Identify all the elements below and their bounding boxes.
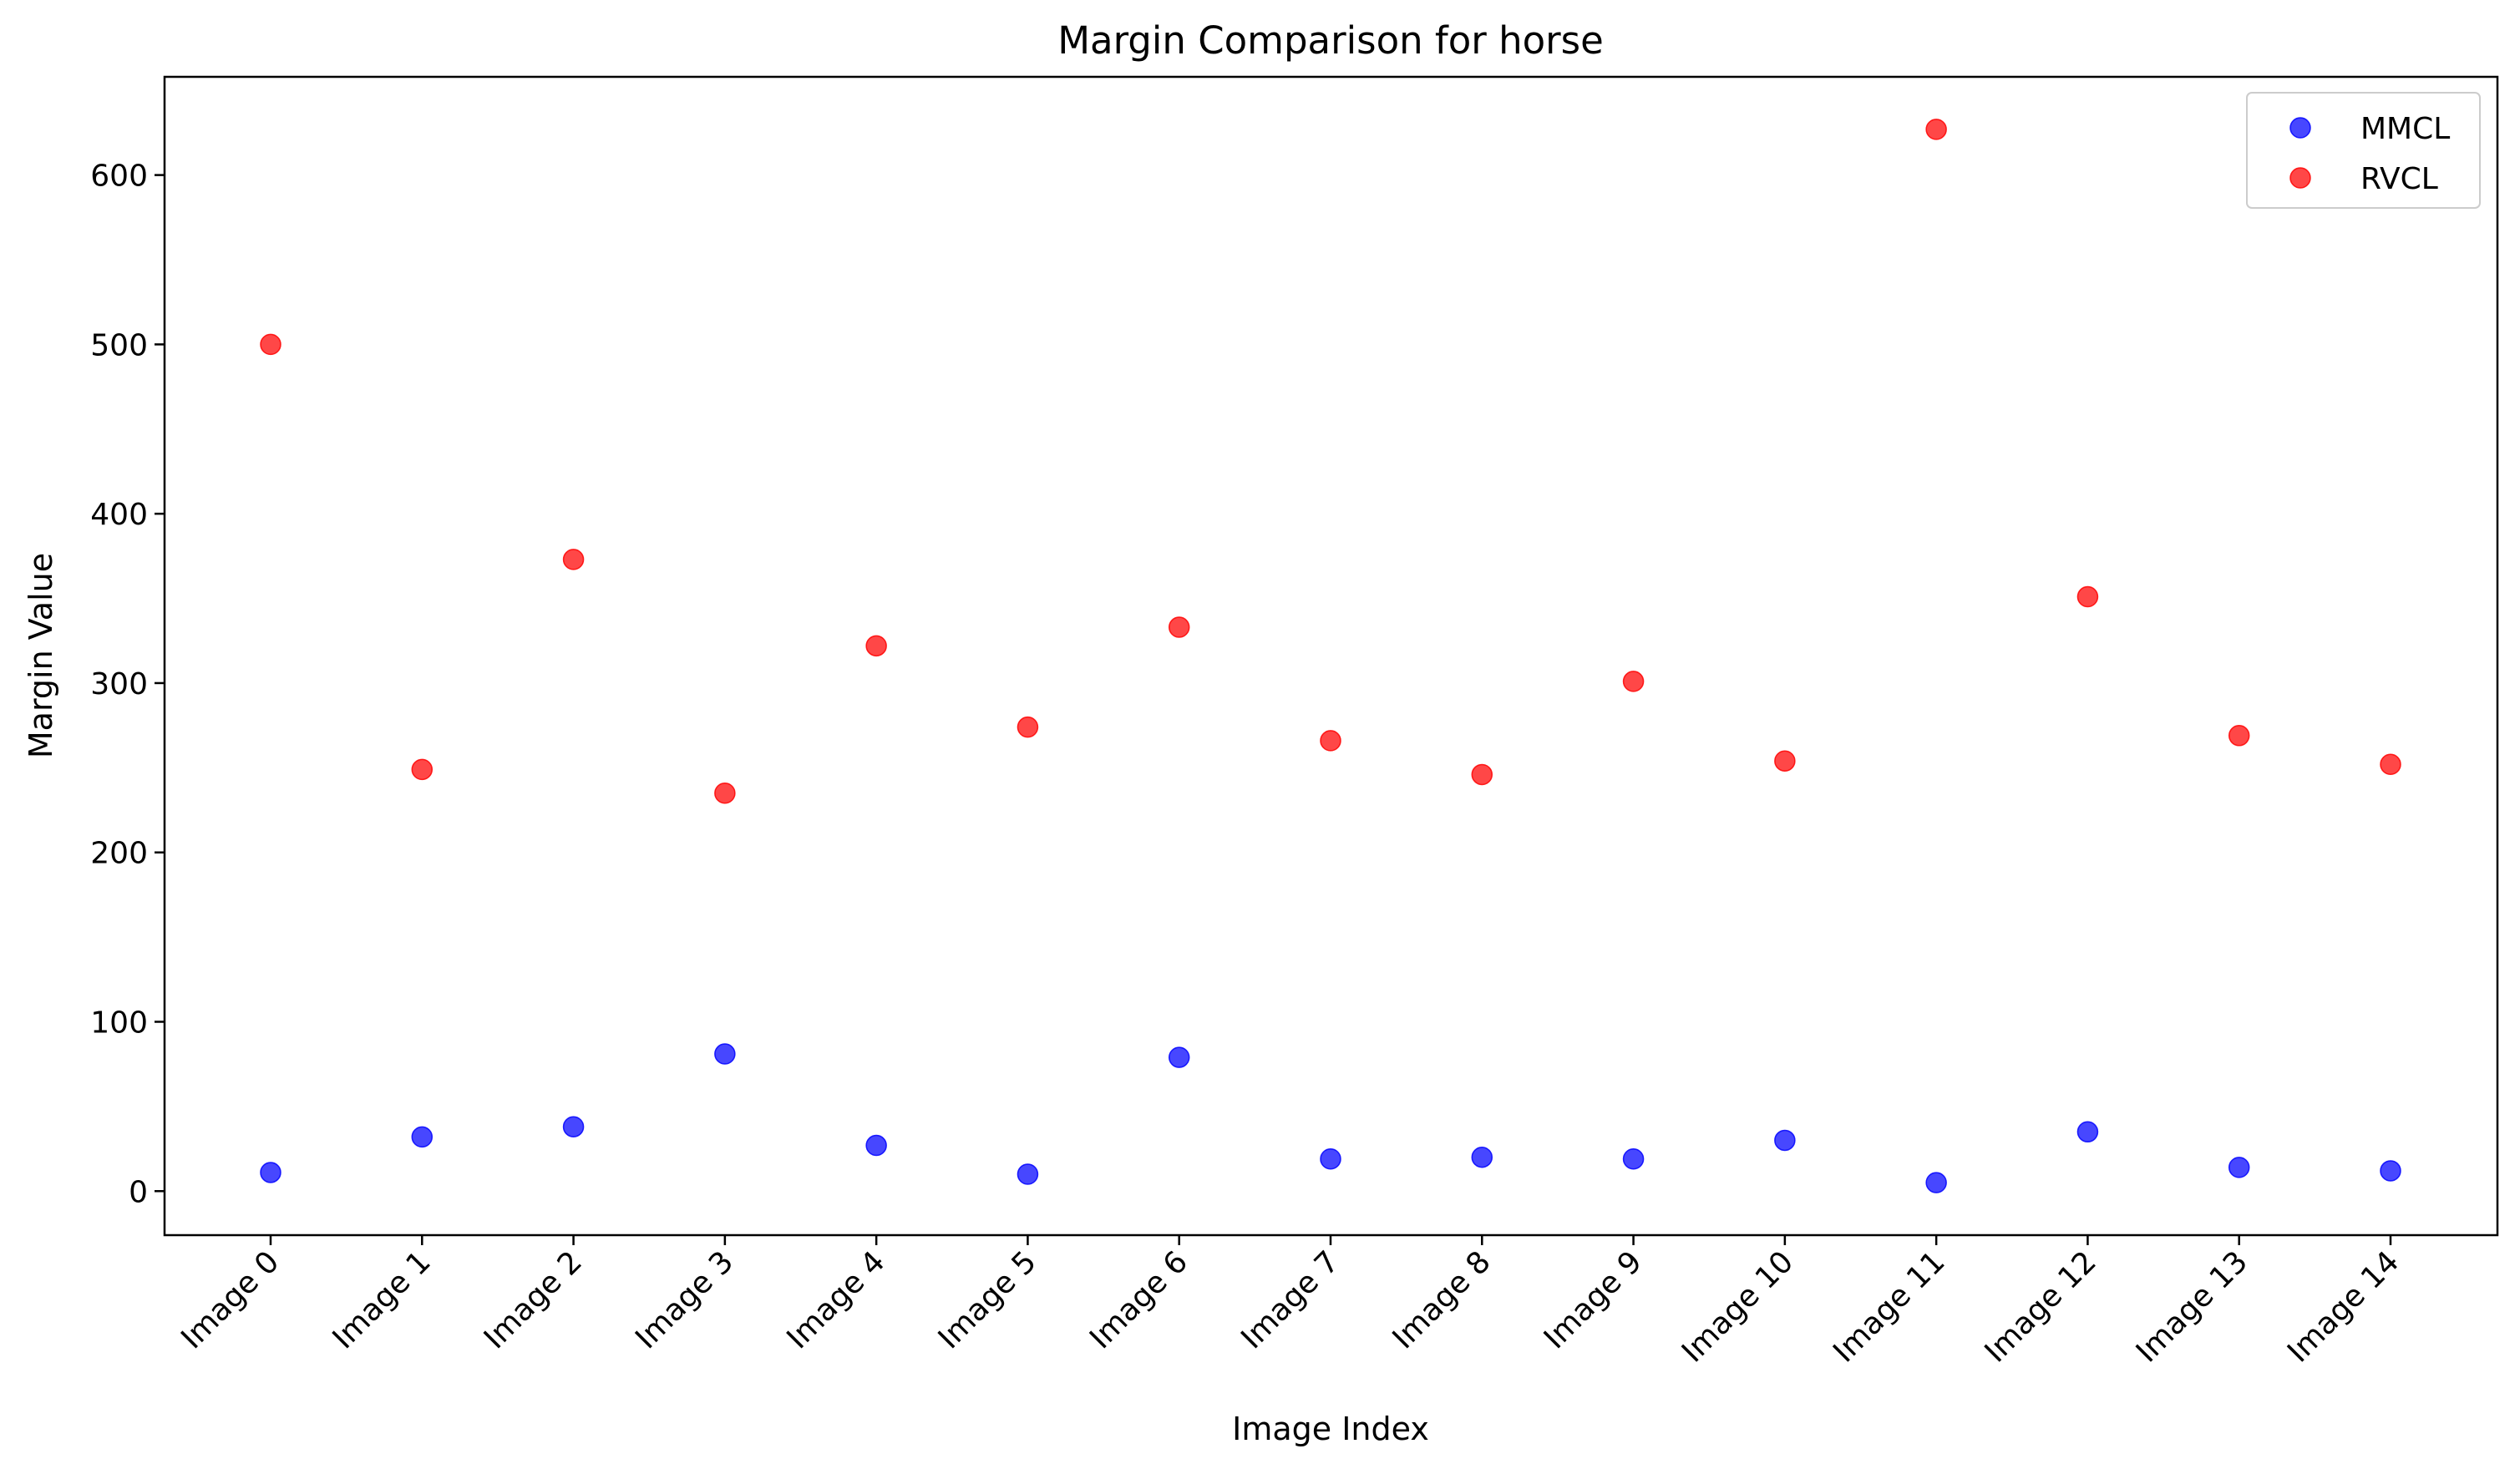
y-tick-label: 300	[90, 667, 148, 702]
legend-marker-mmcl	[2289, 117, 2311, 139]
data-point-rvcl	[1320, 730, 1341, 752]
y-tick-label: 500	[90, 328, 148, 362]
data-point-mmcl	[2076, 1121, 2099, 1143]
data-point-mmcl	[2228, 1157, 2250, 1178]
data-point-mmcl	[865, 1134, 887, 1157]
data-point-mmcl	[714, 1043, 736, 1065]
y-tick-label: 0	[129, 1175, 148, 1209]
data-point-rvcl	[2380, 753, 2401, 776]
data-point-rvcl	[1774, 750, 1796, 772]
data-point-rvcl	[1168, 616, 1190, 638]
y-tick-label: 100	[90, 1006, 148, 1041]
y-tick-label: 600	[90, 160, 148, 194]
chart-title: Margin Comparison for horse	[1057, 18, 1604, 63]
data-point-rvcl	[714, 783, 736, 804]
y-tick-label: 200	[90, 837, 148, 871]
data-point-mmcl	[1774, 1129, 1796, 1152]
data-point-rvcl	[1622, 671, 1645, 692]
data-point-mmcl	[1017, 1163, 1039, 1185]
data-point-mmcl	[1622, 1148, 1645, 1170]
data-point-mmcl	[1168, 1046, 1190, 1068]
data-point-mmcl	[1471, 1146, 1493, 1168]
data-point-rvcl	[562, 549, 585, 570]
axes-frame	[163, 75, 2499, 1237]
data-point-rvcl	[1471, 763, 1493, 786]
data-point-mmcl	[2380, 1160, 2401, 1182]
data-point-rvcl	[865, 635, 887, 657]
data-point-mmcl	[1925, 1172, 1947, 1193]
data-point-rvcl	[2076, 585, 2099, 608]
legend: MMCL RVCL	[2246, 92, 2481, 209]
data-point-mmcl	[1320, 1148, 1341, 1170]
data-point-rvcl	[1925, 119, 1947, 140]
data-point-rvcl	[2228, 725, 2250, 747]
data-point-rvcl	[260, 333, 281, 356]
y-axis-label: Margin Value	[23, 553, 59, 758]
data-point-rvcl	[1017, 716, 1039, 738]
y-tick-label: 400	[90, 498, 148, 532]
data-point-mmcl	[562, 1116, 585, 1137]
data-point-mmcl	[411, 1126, 434, 1148]
legend-marker-rvcl	[2289, 167, 2311, 189]
x-axis-label: Image Index	[1232, 1411, 1429, 1447]
data-point-rvcl	[411, 758, 434, 781]
data-point-mmcl	[260, 1162, 281, 1183]
legend-label-mmcl: MMCL	[2360, 112, 2450, 146]
legend-label-rvcl: RVCL	[2360, 162, 2438, 196]
